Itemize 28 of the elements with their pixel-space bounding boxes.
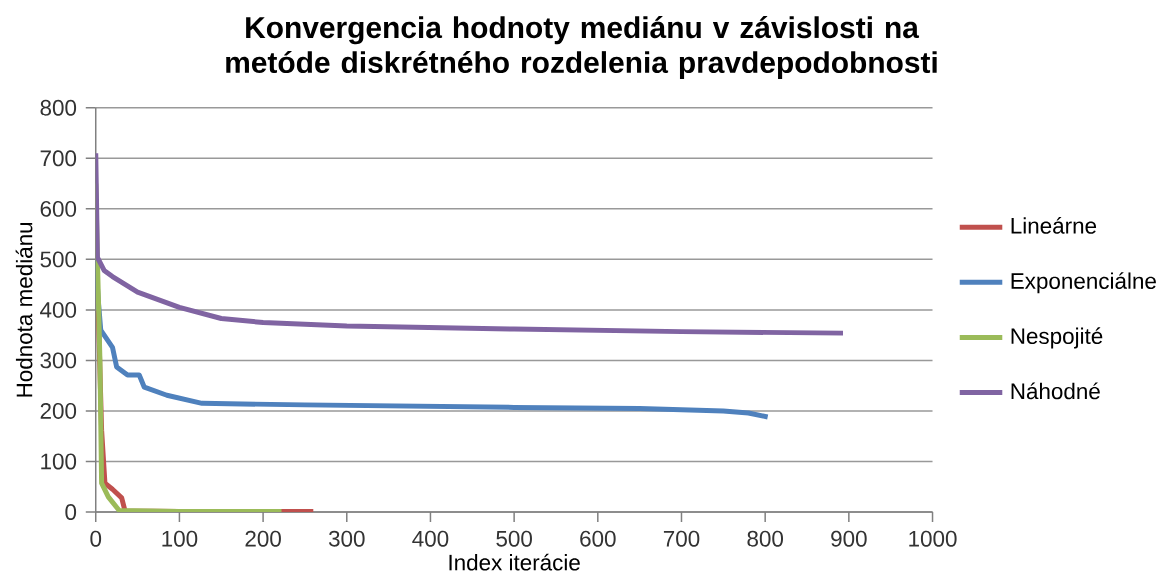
x-tick-label: 600 bbox=[580, 530, 616, 547]
chart-title: Konvergencia hodnoty mediánu v závislosti na metóde diskrétného rozdelenia pravdepodobnosti bbox=[226, 15, 937, 79]
y-axis-title: Hodnota mediánu bbox=[15, 222, 33, 397]
y-tick-label: 800 bbox=[40, 99, 77, 116]
legend-label: Nespojité bbox=[1011, 327, 1103, 349]
x-tick-label: 900 bbox=[831, 530, 867, 547]
y-tick-label: 400 bbox=[40, 301, 77, 318]
y-tick-label: 700 bbox=[40, 150, 77, 167]
x-tick-label: 0 bbox=[90, 530, 102, 547]
x-tick-label: 200 bbox=[245, 530, 281, 547]
legend-label: Lineárne bbox=[1011, 217, 1097, 234]
y-tick-label: 0 bbox=[65, 504, 77, 520]
x-tick-label: 400 bbox=[412, 530, 449, 547]
y-tick-label: 500 bbox=[40, 251, 77, 268]
y-tick-label: 300 bbox=[40, 352, 77, 369]
y-tick-label: 600 bbox=[40, 200, 77, 217]
x-tick-label: 800 bbox=[747, 530, 784, 547]
x-tick-label: 1000 bbox=[909, 530, 957, 547]
x-axis-title: Index iterácie bbox=[449, 553, 580, 571]
x-tick-label: 500 bbox=[496, 530, 532, 547]
y-tick-label: 200 bbox=[40, 402, 77, 419]
legend-label: Exponenciálne bbox=[1011, 272, 1156, 294]
x-tick-label: 300 bbox=[328, 530, 365, 547]
line-series bbox=[95, 150, 846, 336]
x-tick-label: 100 bbox=[162, 530, 198, 547]
legend-label: Náhodné bbox=[1011, 382, 1100, 400]
x-tick-label: 700 bbox=[663, 530, 700, 547]
y-tick-label: 100 bbox=[41, 453, 77, 470]
